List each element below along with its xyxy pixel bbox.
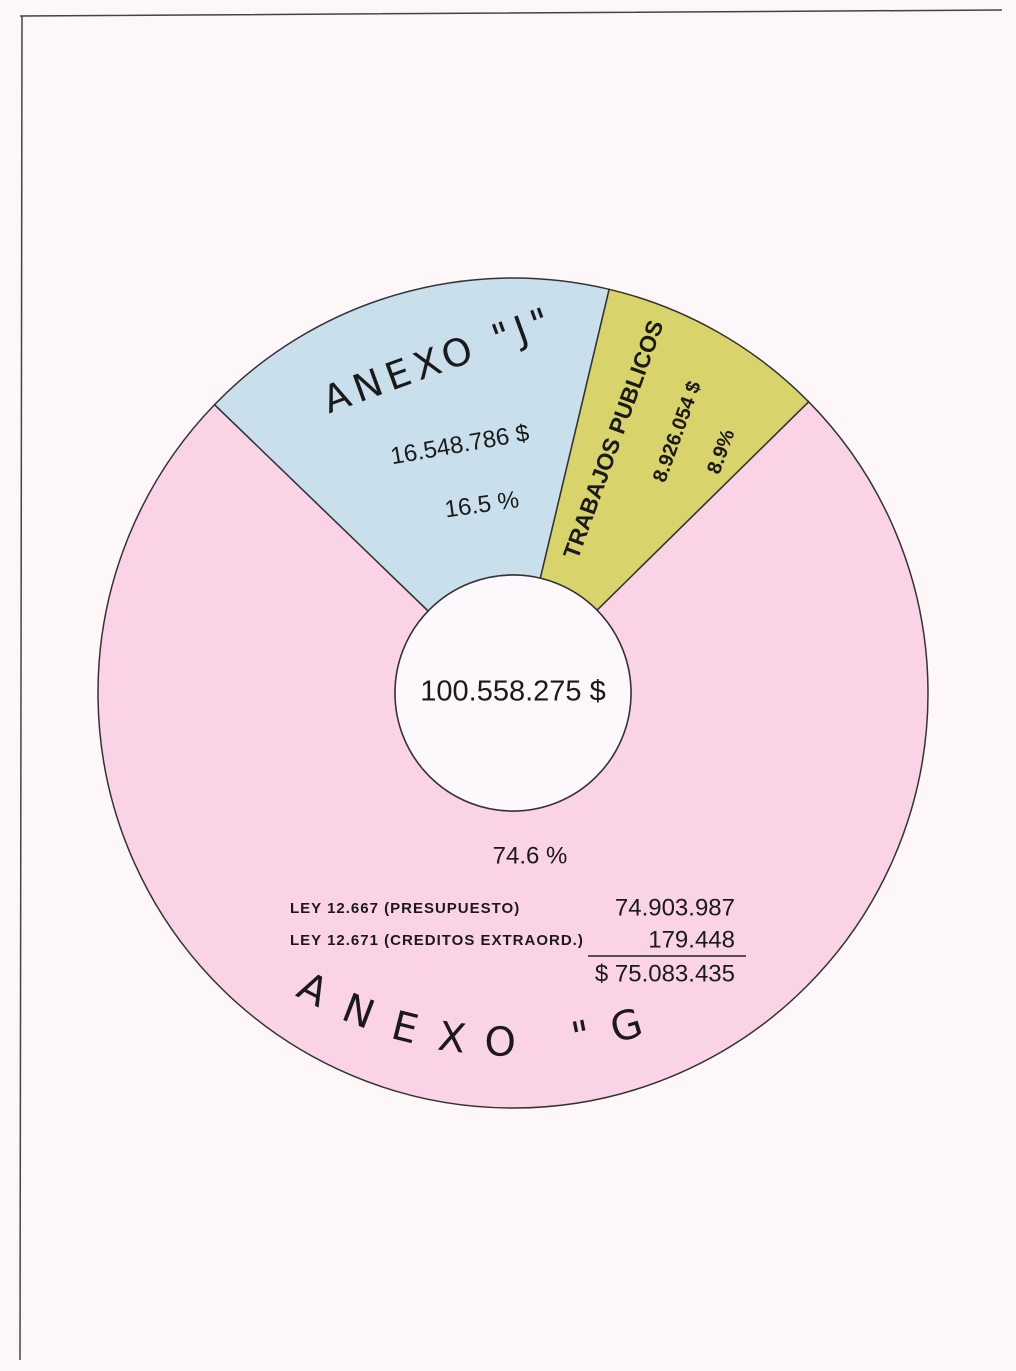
frame (19, 9, 1003, 1361)
breakdown-label: LEY 12.671 (CREDITOS EXTRAORD.) (290, 932, 584, 949)
donut-hole (394, 574, 632, 812)
breakdown-total: $ 75.083.435 (595, 960, 735, 987)
donut (97, 277, 929, 1109)
value-label: 74.6 % (493, 842, 568, 869)
total-label: 100.558.275 $ (420, 676, 605, 708)
breakdown-amount: 179.448 (648, 926, 735, 953)
breakdown-amount: 74.903.987 (615, 894, 735, 921)
breakdown-label: LEY 12.667 (PRESUPUESTO) (290, 900, 520, 917)
